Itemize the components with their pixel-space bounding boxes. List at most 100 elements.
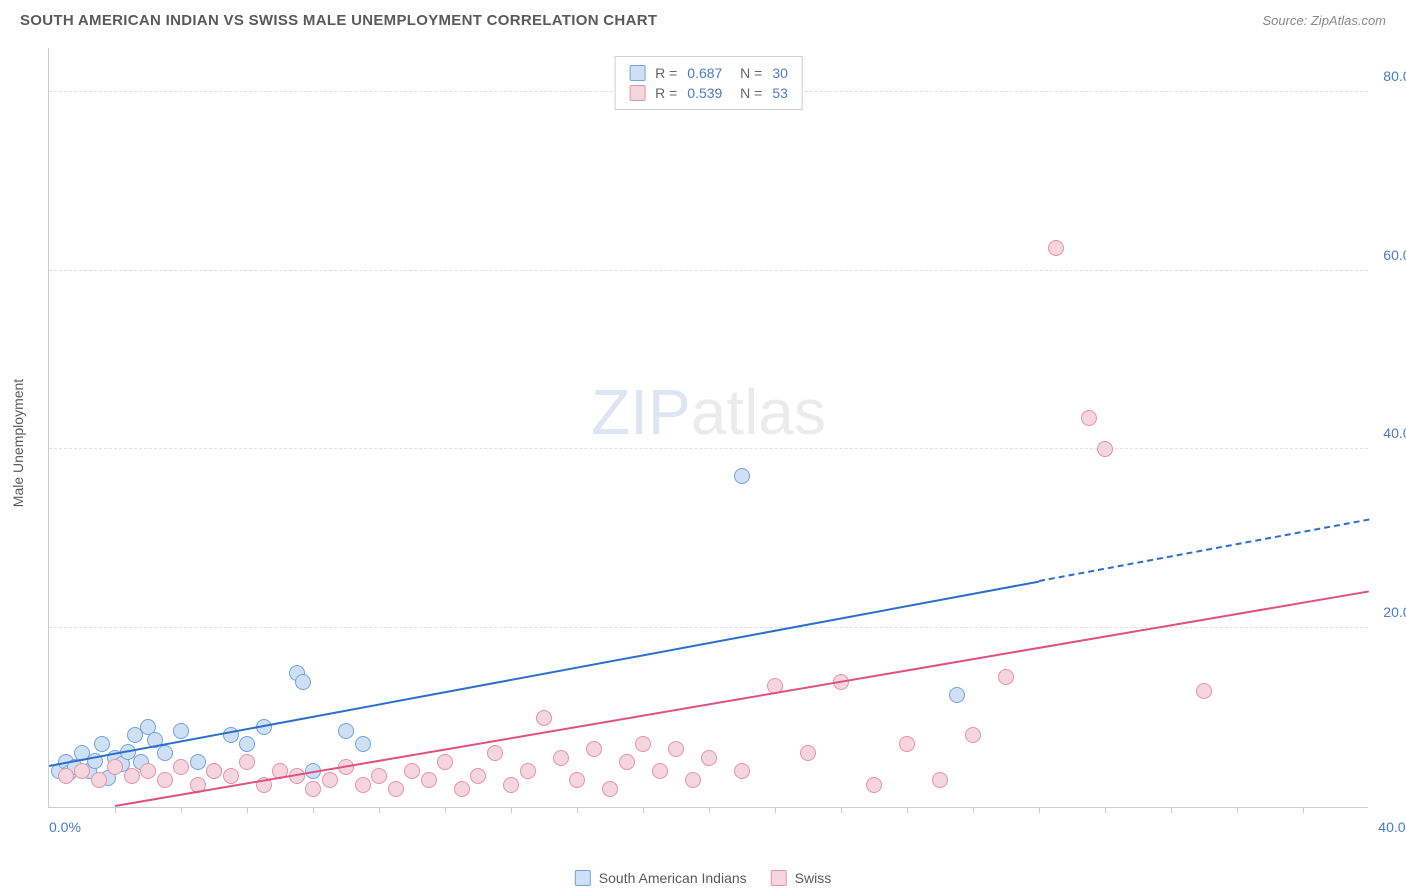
legend-label-sai: South American Indians: [599, 870, 747, 886]
gridline: [49, 448, 1368, 449]
legend-row-blue: R = 0.687 N = 30: [629, 63, 788, 83]
data-point: [421, 772, 437, 788]
data-point: [998, 669, 1014, 685]
data-point: [800, 745, 816, 761]
legend-swatch-blue: [629, 65, 645, 81]
data-point: [734, 468, 750, 484]
watermark: ZIPatlas: [591, 375, 826, 449]
y-tick-label: 40.0%: [1383, 425, 1406, 441]
data-point: [503, 777, 519, 793]
x-tick: [445, 807, 446, 813]
data-point: [94, 736, 110, 752]
data-point: [866, 777, 882, 793]
x-tick: [1171, 807, 1172, 813]
header: SOUTH AMERICAN INDIAN VS SWISS MALE UNEM…: [0, 0, 1406, 37]
x-axis-max-label: 40.0%: [1378, 819, 1406, 835]
legend-row-pink: R = 0.539 N = 53: [629, 83, 788, 103]
legend-r-pink: 0.539: [687, 85, 722, 101]
data-point: [404, 763, 420, 779]
data-point: [586, 741, 602, 757]
data-point: [652, 763, 668, 779]
data-point: [1048, 240, 1064, 256]
data-point: [553, 750, 569, 766]
x-tick: [1039, 807, 1040, 813]
legend-r-label: R =: [655, 85, 677, 101]
x-tick: [181, 807, 182, 813]
chart-title: SOUTH AMERICAN INDIAN VS SWISS MALE UNEM…: [20, 12, 657, 29]
legend-n-blue: 30: [772, 65, 788, 81]
data-point: [1196, 683, 1212, 699]
data-point: [602, 781, 618, 797]
data-point: [668, 741, 684, 757]
legend-n-label: N =: [732, 85, 762, 101]
data-point: [949, 687, 965, 703]
data-point: [487, 745, 503, 761]
data-point: [140, 763, 156, 779]
chart-container: Male Unemployment R = 0.687 N = 30 R = 0…: [48, 48, 1378, 838]
x-tick: [841, 807, 842, 813]
legend-n-label: N =: [732, 65, 762, 81]
data-point: [355, 777, 371, 793]
data-point: [173, 759, 189, 775]
x-tick: [313, 807, 314, 813]
gridline: [49, 270, 1368, 271]
data-point: [371, 768, 387, 784]
data-point: [635, 736, 651, 752]
watermark-atlas: atlas: [691, 376, 826, 448]
legend-item-sai: South American Indians: [575, 870, 747, 886]
x-tick: [709, 807, 710, 813]
legend-n-pink: 53: [772, 85, 788, 101]
data-point: [470, 768, 486, 784]
legend-swatch-icon: [771, 870, 787, 886]
legend-item-swiss: Swiss: [771, 870, 832, 886]
data-point: [322, 772, 338, 788]
gridline: [49, 627, 1368, 628]
x-tick: [511, 807, 512, 813]
legend-swatch-icon: [575, 870, 591, 886]
data-point: [173, 723, 189, 739]
data-point: [305, 781, 321, 797]
data-point: [91, 772, 107, 788]
x-tick: [247, 807, 248, 813]
x-tick: [1303, 807, 1304, 813]
data-point: [58, 768, 74, 784]
data-point: [124, 768, 140, 784]
y-tick-label: 20.0%: [1383, 604, 1406, 620]
x-tick: [1237, 807, 1238, 813]
x-tick: [379, 807, 380, 813]
data-point: [338, 723, 354, 739]
legend-label-swiss: Swiss: [795, 870, 832, 886]
data-point: [1081, 410, 1097, 426]
data-point: [157, 745, 173, 761]
data-point: [239, 754, 255, 770]
data-point: [685, 772, 701, 788]
data-point: [437, 754, 453, 770]
plot-area: R = 0.687 N = 30 R = 0.539 N = 53 ZIPatl…: [48, 48, 1368, 808]
x-tick: [973, 807, 974, 813]
data-point: [536, 710, 552, 726]
legend-swatch-pink: [629, 85, 645, 101]
data-point: [206, 763, 222, 779]
data-point: [932, 772, 948, 788]
data-point: [190, 754, 206, 770]
y-tick-label: 60.0%: [1383, 247, 1406, 263]
data-point: [295, 674, 311, 690]
data-point: [454, 781, 470, 797]
correlation-legend: R = 0.687 N = 30 R = 0.539 N = 53: [614, 56, 803, 110]
data-point: [734, 763, 750, 779]
data-point: [355, 736, 371, 752]
x-tick: [577, 807, 578, 813]
x-tick: [1105, 807, 1106, 813]
data-point: [157, 772, 173, 788]
x-axis-min-label: 0.0%: [49, 819, 81, 835]
data-point: [223, 768, 239, 784]
x-tick: [115, 807, 116, 813]
data-point: [701, 750, 717, 766]
y-tick-label: 80.0%: [1383, 68, 1406, 84]
series-legend: South American Indians Swiss: [575, 870, 831, 886]
data-point: [569, 772, 585, 788]
trend-line: [1039, 519, 1369, 582]
data-point: [388, 781, 404, 797]
data-point: [965, 727, 981, 743]
data-point: [1097, 441, 1113, 457]
